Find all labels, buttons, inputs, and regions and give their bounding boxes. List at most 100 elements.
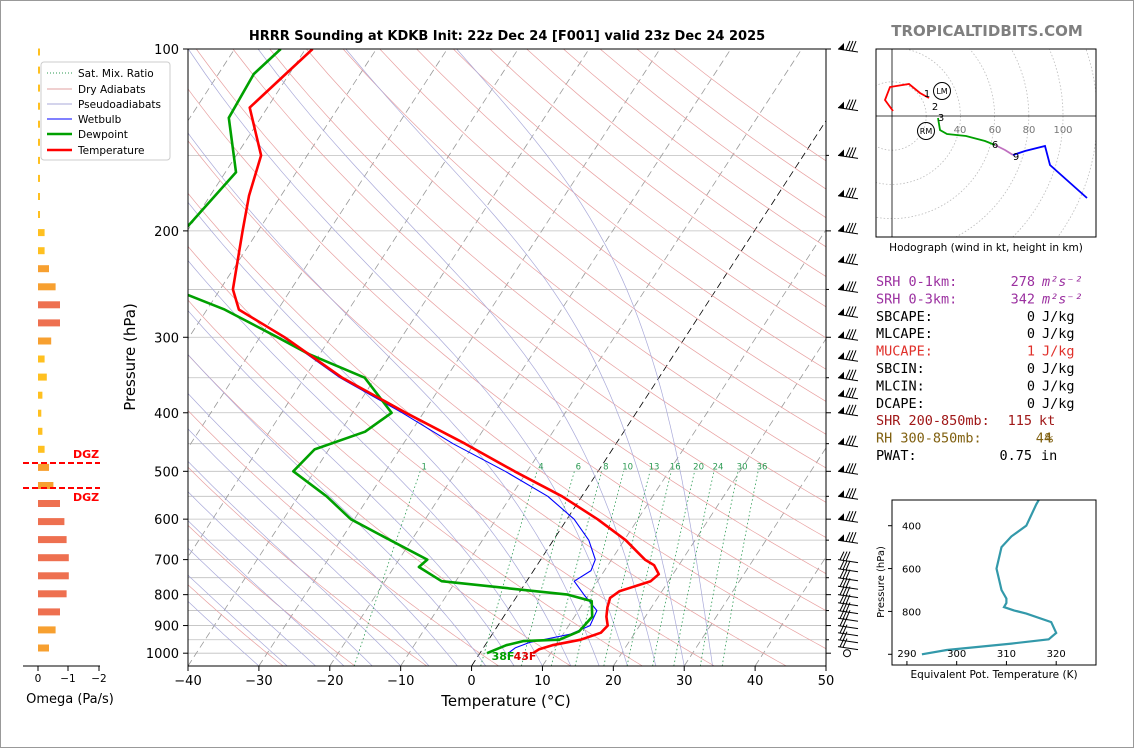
index-unit: kt <box>1039 413 1055 429</box>
isotherm-line <box>754 556 826 666</box>
y-axis-tick-label: 300 <box>154 331 179 346</box>
wind-barb-line <box>839 569 845 579</box>
wind-barb-flag <box>838 308 844 316</box>
wind-barb <box>837 187 859 200</box>
omega-bar <box>38 265 49 273</box>
wind-barb-line <box>851 147 857 158</box>
wind-barb <box>837 560 859 573</box>
theta-e-y-tick-label: 600 <box>902 565 921 576</box>
wind-barb-line <box>845 147 851 157</box>
pseudoadiabat-line <box>257 49 657 666</box>
wind-barb-shaft <box>837 602 859 607</box>
wind-barb-line <box>848 404 854 415</box>
pseudoadiabat-line <box>188 574 288 666</box>
theta-e-x-tick-label: 310 <box>997 649 1016 660</box>
theta-e-y-tick-label: 800 <box>902 607 921 618</box>
freezing-isotherm <box>471 119 826 666</box>
x-axis-tick-label: 10 <box>534 674 551 689</box>
legend-label-temperature: Temperature <box>77 145 145 157</box>
omega-bar <box>38 48 40 56</box>
wind-barb-shaft <box>837 585 859 590</box>
y-axis-tick-label: 500 <box>154 465 179 480</box>
index-label: MLCAPE: <box>876 326 933 342</box>
omega-bar <box>38 608 60 616</box>
wind-barb <box>837 281 859 293</box>
hodo-ring-label-80: 80 <box>1023 125 1036 136</box>
skewt-axis-ticks: −40 −30 −20 −10 0 10 20 30 40 50 100 200 300 400 500 60… <box>146 43 834 689</box>
index-unit: m²s⁻² <box>1041 291 1083 307</box>
index-label: PWAT: <box>876 448 917 464</box>
wind-barb-line <box>842 578 848 588</box>
hodo-height-2: 2 <box>932 102 938 113</box>
omega-bar <box>38 355 45 363</box>
y-axis-tick-label: 1000 <box>146 647 179 662</box>
left-mover-marker <box>933 82 951 100</box>
wind-barb-line <box>848 463 854 474</box>
omega-tick-label-0: 0 <box>35 673 42 685</box>
wind-barb-line <box>845 594 851 605</box>
mixing-ratio-line <box>652 471 695 666</box>
theta-e-trace <box>921 500 1058 656</box>
dry-adiabat-line <box>188 584 284 666</box>
index-value: 0 <box>1027 309 1035 325</box>
index-label: MUCAPE: <box>876 344 933 360</box>
pseudoadiabat-line <box>188 201 572 666</box>
index-label: MLCIN: <box>876 378 925 394</box>
wind-barb-line <box>848 40 854 51</box>
wind-barb-line <box>851 488 857 499</box>
hodograph-caption: Hodograph (wind in kt, height in km) <box>889 242 1083 254</box>
wind-barb-flag <box>838 371 844 379</box>
wind-barb-line <box>845 281 851 291</box>
wind-barb-flag <box>838 465 844 473</box>
wind-barb-line <box>839 551 845 561</box>
skewt-y-axis-label: Pressure (hPa) <box>121 303 139 411</box>
index-unit: J/kg <box>1042 396 1075 412</box>
y-axis-tick-label: 600 <box>154 513 179 528</box>
omega-bar <box>38 229 45 237</box>
wind-barb-line <box>845 463 851 473</box>
wind-barb-line <box>845 569 851 580</box>
wind-barb-line <box>851 404 857 416</box>
wind-barb-line <box>851 387 857 399</box>
wind-barb <box>837 435 859 448</box>
hodograph-traces <box>883 83 1088 199</box>
wind-barb-line <box>851 511 857 522</box>
wind-barb-line <box>851 350 857 361</box>
calm-wind-marker <box>843 649 851 658</box>
wind-barb-line <box>839 638 845 648</box>
wind-barb-line <box>845 435 851 446</box>
mixing-ratio-label: 1 <box>422 462 427 472</box>
pseudoadiabat-line <box>345 49 685 666</box>
wind-barb-flag <box>838 389 844 397</box>
mixing-ratio-line <box>353 471 421 666</box>
wind-barb-flag <box>838 255 844 263</box>
wind-barb-line <box>845 187 851 198</box>
wind-barb-line <box>839 586 845 596</box>
wind-barbs <box>837 40 859 658</box>
temperature-trace <box>231 49 661 655</box>
omega-bar <box>38 247 45 255</box>
hodograph-frame <box>875 48 1097 238</box>
dry-adiabat-line <box>188 409 499 666</box>
pseudoadiabat-line <box>188 310 515 666</box>
pseudoadiabat-line <box>188 491 373 666</box>
index-label: SBCIN: <box>876 361 925 377</box>
wind-barb-line <box>848 222 854 233</box>
wind-barb <box>837 253 859 266</box>
wind-barb-line <box>851 222 857 234</box>
legend-box <box>40 61 171 161</box>
mixing-ratio-label: 13 <box>649 462 660 472</box>
index-unit: J/kg <box>1042 361 1075 377</box>
wind-barb-shaft <box>837 639 859 644</box>
x-axis-tick-label: 50 <box>818 674 835 689</box>
x-axis-tick-label: −20 <box>316 674 343 689</box>
wind-barb-line <box>842 594 848 604</box>
omega-bar <box>38 463 49 471</box>
mixing-ratio-line <box>699 471 739 666</box>
hodo-ring-label-40: 40 <box>954 125 967 136</box>
isotherm-line <box>0 49 22 666</box>
index-label: RH 300-850mb: <box>876 431 982 447</box>
wind-barb-line <box>851 40 857 52</box>
hodograph-rings <box>876 49 1096 237</box>
hodo-height-3: 3 <box>938 113 944 124</box>
